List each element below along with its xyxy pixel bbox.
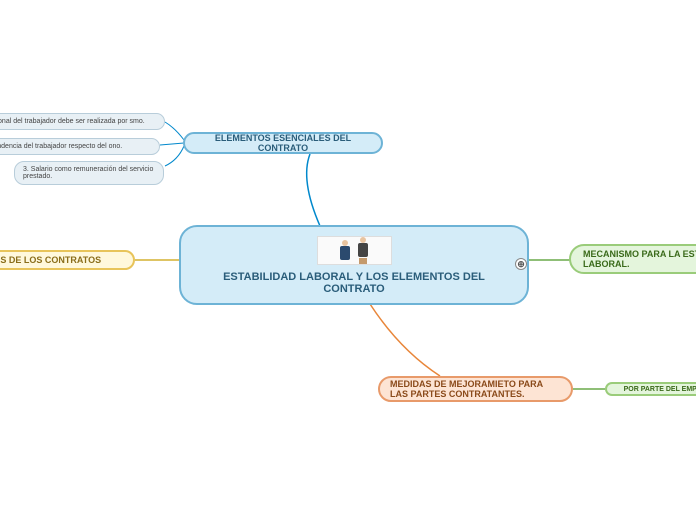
modalidades-node[interactable]: DALIDADES DE LOS CONTRATOS bbox=[0, 250, 135, 270]
empleador-label: POR PARTE DEL EMPLEADOR bbox=[624, 386, 696, 393]
mecanismo-node[interactable]: MECANISMO PARA LA ESTAB LABORAL. bbox=[569, 244, 696, 274]
center-title: ESTABILIDAD LABORAL Y LOS ELEMENTOS DEL … bbox=[195, 271, 513, 295]
sub-item-3[interactable]: 3. Salario como remuneración del servici… bbox=[14, 161, 164, 185]
center-node[interactable]: ESTABILIDAD LABORAL Y LOS ELEMENTOS DEL … bbox=[179, 225, 529, 305]
sub1-text: a actividad personal del trabajador debe… bbox=[0, 118, 145, 125]
sub3-text: 3. Salario como remuneración del servici… bbox=[23, 166, 153, 180]
center-illustration bbox=[317, 236, 392, 265]
sub2-text: ontinuada dependencia del trabajador res… bbox=[0, 143, 122, 150]
elementos-node[interactable]: ELEMENTOS ESENCIALES DEL CONTRATO bbox=[183, 132, 383, 154]
mecanismo-label: MECANISMO PARA LA ESTAB LABORAL. bbox=[583, 249, 696, 269]
elementos-label: ELEMENTOS ESENCIALES DEL CONTRATO bbox=[195, 133, 371, 153]
empleador-node[interactable]: POR PARTE DEL EMPLEADOR bbox=[605, 382, 696, 396]
medidas-node[interactable]: MEDIDAS DE MEJORAMIETO PARA LAS PARTES C… bbox=[378, 376, 573, 402]
sub-item-2[interactable]: ontinuada dependencia del trabajador res… bbox=[0, 138, 160, 155]
sub-item-1[interactable]: a actividad personal del trabajador debe… bbox=[0, 113, 165, 130]
expand-icon[interactable]: ⊕ bbox=[515, 258, 527, 270]
medidas-label: MEDIDAS DE MEJORAMIETO PARA LAS PARTES C… bbox=[390, 379, 561, 399]
modalidades-label: DALIDADES DE LOS CONTRATOS bbox=[0, 255, 101, 265]
